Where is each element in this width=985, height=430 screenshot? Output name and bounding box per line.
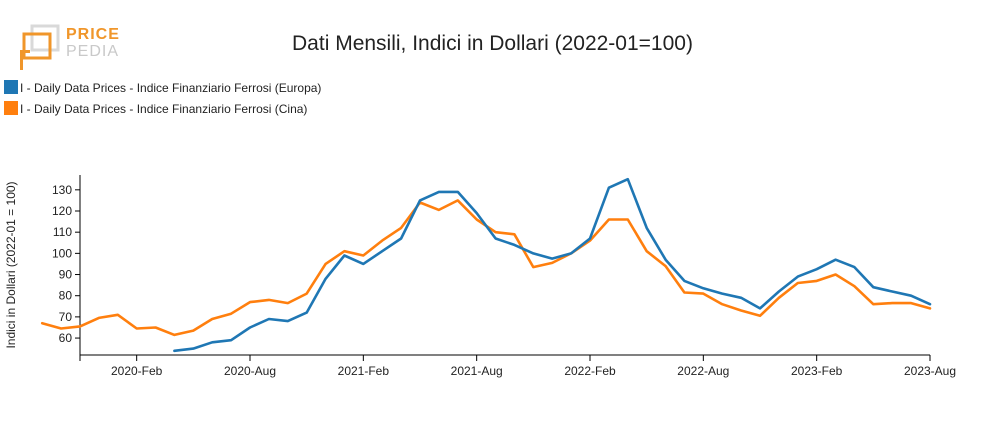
chart-title: Dati Mensili, Indici in Dollari (2022-01… — [292, 32, 693, 55]
x-tick-label-2023-02: 2023-Feb — [791, 364, 843, 378]
legend-swatch-europa — [4, 80, 18, 94]
logo-word-pedia: PEDIA — [66, 43, 120, 60]
x-tick-label-2022-08: 2022-Aug — [677, 364, 729, 378]
pricepedia-logo-mark — [20, 24, 60, 70]
x-tick-label-2020-02: 2020-Feb — [111, 364, 163, 378]
x-tick-label-2022-02: 2022-Feb — [564, 364, 616, 378]
y-tick-label-130: 130 — [52, 183, 72, 197]
y-tick-label-90: 90 — [59, 268, 73, 282]
y-tick-label-80: 80 — [59, 289, 73, 303]
y-axis-label: Indici in Dollari (2022-01 = 100) — [4, 181, 18, 348]
y-tick-label-120: 120 — [52, 204, 72, 218]
x-tick-label-2021-02: 2021-Feb — [338, 364, 390, 378]
y-tick-label-60: 60 — [59, 331, 73, 345]
y-tick-label-70: 70 — [59, 310, 73, 324]
legend-label-cina: I - Daily Data Prices - Indice Finanziar… — [20, 102, 308, 116]
x-tick-label-2021-08: 2021-Aug — [451, 364, 503, 378]
x-tick-label-2023-08: 2023-Aug — [904, 364, 956, 378]
series-line-cina — [40, 199, 932, 337]
legend-swatch-cina — [4, 101, 18, 115]
x-tick-label-2020-08: 2020-Aug — [224, 364, 276, 378]
legend-label-europa: I - Daily Data Prices - Indice Finanziar… — [20, 81, 322, 95]
y-tick-label-100: 100 — [52, 246, 72, 260]
legend-item-europa[interactable]: I - Daily Data Prices - Indice Finanziar… — [4, 80, 321, 96]
legend-item-cina[interactable]: I - Daily Data Prices - Indice Finanziar… — [4, 101, 307, 117]
series-line-europa — [173, 177, 932, 353]
pricepedia-logo: PRICE PEDIA — [18, 24, 128, 74]
y-tick-label-110: 110 — [53, 225, 72, 239]
logo-word-price: PRICE — [66, 26, 120, 43]
